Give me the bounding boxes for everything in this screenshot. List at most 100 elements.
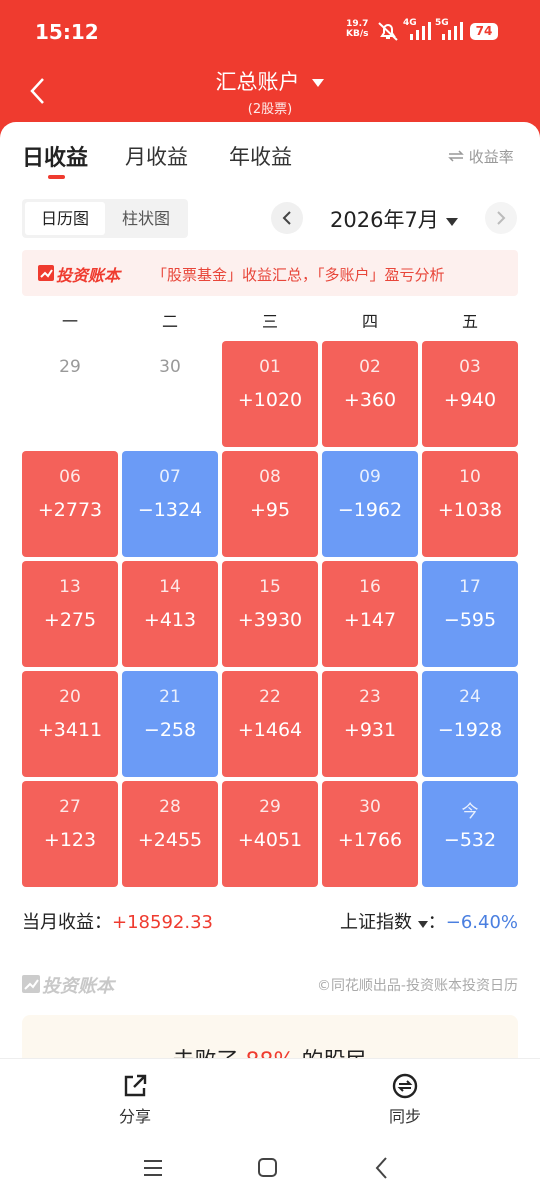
rate-toggle[interactable]: 收益率	[448, 146, 514, 167]
tab-indicator	[48, 175, 65, 179]
day-cell[interactable]: 16 +147	[322, 561, 418, 667]
header: 汇总账户 (2股票)	[0, 66, 540, 117]
signal-icon	[410, 22, 431, 40]
day-number: 09	[359, 467, 381, 487]
day-cell[interactable]: 06 +2773	[22, 451, 118, 557]
bottom-bar: 分享 同步	[0, 1058, 540, 1140]
day-profit: −258	[143, 719, 197, 741]
day-number: 17	[459, 577, 481, 597]
share-icon	[124, 1074, 147, 1097]
month-summary: 当月收益：+18592.33	[22, 908, 213, 934]
month-label: 2026年7月	[330, 208, 439, 232]
day-cell[interactable]: 14 +413	[122, 561, 218, 667]
day-number: 01	[259, 357, 281, 377]
nav-menu[interactable]	[143, 1158, 163, 1178]
next-month[interactable]	[484, 201, 518, 235]
header-title[interactable]: 汇总账户	[215, 70, 300, 94]
day-cell: 30	[122, 341, 218, 447]
day-profit: +940	[443, 389, 497, 411]
day-profit: +275	[43, 609, 97, 631]
nav-bar	[0, 1140, 540, 1200]
day-number: 10	[459, 467, 481, 487]
day-cell[interactable]: 28 +2455	[122, 781, 218, 887]
banner-logo-icon	[38, 265, 54, 281]
day-profit: +1038	[437, 499, 503, 521]
battery: 74	[470, 23, 498, 40]
day-cell[interactable]: 02 +360	[322, 341, 418, 447]
day-cell[interactable]: 17 −595	[422, 561, 518, 667]
day-profit: +413	[143, 609, 197, 631]
day-cell[interactable]: 22 +1464	[222, 671, 318, 777]
day-cell[interactable]: 27 +123	[22, 781, 118, 887]
dropdown-icon	[311, 79, 324, 87]
calendar: 一 二 三 四 五 29 30 01 +1020 02 +360 03 +940 06 +2773 07 −13…	[0, 122, 540, 902]
day-cell[interactable]: 15 +3930	[222, 561, 318, 667]
day-profit: +1464	[237, 719, 303, 741]
day-cell: 29	[22, 341, 118, 447]
month-picker[interactable]: 2026年7月	[330, 204, 458, 234]
day-profit: +1766	[337, 829, 403, 851]
day-cell[interactable]: 30 +1766	[322, 781, 418, 887]
sync-icon	[392, 1073, 418, 1099]
index-label: 上证指数	[340, 912, 412, 933]
day-profit: +147	[343, 609, 397, 631]
footer-logo-icon	[22, 975, 40, 993]
day-cell[interactable]: 01 +1020	[222, 341, 318, 447]
share-button[interactable]: 分享	[95, 1073, 175, 1127]
content-card: 日收益 月收益 年收益 收益率 日历图 柱状图 2026年7月 投资账本 「股票…	[0, 122, 540, 1200]
banner[interactable]: 投资账本 「股票基金」收益汇总，「多账户」盈亏分析	[22, 250, 518, 296]
view-calendar[interactable]: 日历图	[25, 202, 105, 235]
day-cell[interactable]: 03 +940	[422, 341, 518, 447]
day-profit: +95	[249, 499, 291, 521]
swap-icon	[448, 150, 464, 162]
weekday: 五	[461, 312, 478, 331]
day-number: 13	[59, 577, 81, 597]
back-button[interactable]	[26, 76, 50, 106]
day-cell[interactable]: 20 +3411	[22, 671, 118, 777]
rate-label: 收益率	[468, 148, 514, 166]
mute-icon	[378, 22, 398, 41]
nav-back[interactable]	[372, 1156, 392, 1180]
day-cell[interactable]: 13 +275	[22, 561, 118, 667]
footer-logo: 投资账本	[42, 976, 114, 997]
day-cell[interactable]: 10 +1038	[422, 451, 518, 557]
day-number: 07	[159, 467, 181, 487]
weekday: 四	[361, 312, 378, 331]
day-number: 08	[259, 467, 281, 487]
share-label: 分享	[118, 1107, 151, 1126]
tab-month[interactable]: 月收益	[125, 145, 188, 169]
day-cell[interactable]: 23 +931	[322, 671, 418, 777]
day-number: 29	[59, 357, 81, 377]
day-profit: +360	[343, 389, 397, 411]
dropdown-icon	[445, 218, 458, 226]
index-summary[interactable]: 上证指数 ：−6.40%	[340, 908, 518, 934]
day-cell[interactable]: 07 −1324	[122, 451, 218, 557]
day-number: 06	[59, 467, 81, 487]
prev-month[interactable]	[270, 201, 304, 235]
day-number: 22	[259, 687, 281, 707]
index-separator: ：	[427, 912, 446, 933]
day-number: 30	[159, 357, 181, 377]
day-cell[interactable]: 24 −1928	[422, 671, 518, 777]
nav-home[interactable]	[257, 1157, 279, 1179]
day-number: 20	[59, 687, 81, 707]
tab-day[interactable]: 日收益	[22, 146, 89, 171]
day-cell[interactable]: 09 −1962	[322, 451, 418, 557]
sync-button[interactable]: 同步	[365, 1073, 445, 1127]
day-profit: +2773	[37, 499, 103, 521]
day-cell[interactable]: 08 +95	[222, 451, 318, 557]
tab-year[interactable]: 年收益	[229, 145, 292, 169]
signal-icon	[442, 22, 463, 40]
day-profit: −1928	[437, 719, 503, 741]
banner-logo: 投资账本	[56, 266, 121, 285]
day-number: 14	[159, 577, 181, 597]
day-number: 21	[159, 687, 181, 707]
view-bar[interactable]: 柱状图	[121, 209, 170, 228]
day-cell[interactable]: 29 +4051	[222, 781, 318, 887]
view-toggle: 日历图 柱状图	[22, 199, 188, 238]
month-summary-value: +18592.33	[112, 912, 213, 933]
day-profit: +3930	[237, 609, 303, 631]
day-cell[interactable]: 今 −532	[422, 781, 518, 887]
day-cell[interactable]: 21 −258	[122, 671, 218, 777]
